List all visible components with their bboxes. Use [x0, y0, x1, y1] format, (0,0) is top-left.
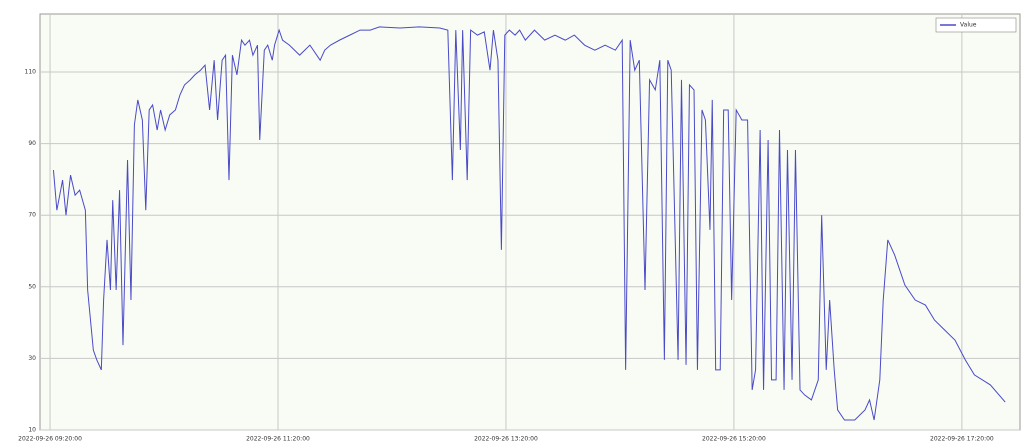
x-tick-label: 2022-09-26 15:20:00 — [702, 436, 766, 443]
y-tick-label: 50 — [28, 283, 36, 290]
y-tick-label: 70 — [28, 212, 36, 219]
legend-label: Value — [960, 22, 977, 29]
x-tick-label: 2022-09-26 11:20:00 — [246, 436, 310, 443]
x-tick-label: 2022-09-26 09:20:00 — [18, 436, 82, 443]
x-tick-label: 2022-09-26 17:20:00 — [930, 436, 994, 443]
legend-box — [935, 17, 1017, 33]
y-tick-label: 90 — [28, 140, 36, 147]
y-tick-label: 30 — [28, 355, 36, 362]
plot-area — [39, 13, 1021, 431]
x-tick-label: 2022-09-26 13:20:00 — [474, 436, 538, 443]
y-tick-label: 110 — [25, 68, 37, 75]
data-line — [52, 26, 1006, 421]
y-tick-label: 10 — [28, 427, 36, 434]
